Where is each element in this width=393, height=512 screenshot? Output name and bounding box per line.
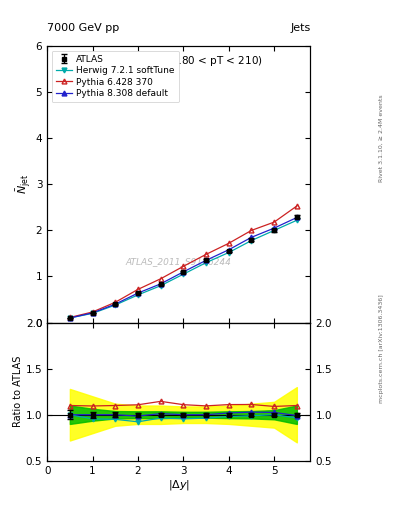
Herwig 7.2.1 softTune (158, 283, 163, 289)
Pythia 8.308 default (181, 269, 186, 275)
Pythia 6.428 370 (181, 263, 186, 269)
Herwig 7.2.1 softTune (226, 249, 231, 255)
Herwig 7.2.1 softTune (294, 217, 299, 223)
Pythia 6.428 370 (68, 314, 72, 321)
Text: Rivet 3.1.10, ≥ 2.4M events: Rivet 3.1.10, ≥ 2.4M events (379, 94, 384, 182)
Pythia 6.428 370 (136, 286, 140, 292)
Herwig 7.2.1 softTune (113, 302, 118, 308)
Herwig 7.2.1 softTune (181, 271, 186, 278)
Pythia 8.308 default (68, 315, 72, 321)
X-axis label: $|\Delta y|$: $|\Delta y|$ (168, 478, 190, 493)
Pythia 8.308 default (113, 301, 118, 307)
Text: Jets: Jets (290, 23, 310, 33)
Herwig 7.2.1 softTune (136, 292, 140, 298)
Pythia 6.428 370 (226, 240, 231, 246)
Pythia 6.428 370 (90, 309, 95, 315)
Herwig 7.2.1 softTune (68, 315, 72, 321)
Herwig 7.2.1 softTune (272, 227, 277, 233)
Pythia 8.308 default (294, 215, 299, 221)
Pythia 8.308 default (249, 234, 254, 241)
Text: $N_\mathrm{jet}$ vs $\Delta y$ (FB) (180 < pT < 210): $N_\mathrm{jet}$ vs $\Delta y$ (FB) (180… (94, 54, 263, 69)
Line: Herwig 7.2.1 softTune: Herwig 7.2.1 softTune (68, 218, 299, 321)
Herwig 7.2.1 softTune (90, 310, 95, 316)
Y-axis label: Ratio to ATLAS: Ratio to ATLAS (13, 356, 23, 428)
Text: ATLAS_2011_S9126244: ATLAS_2011_S9126244 (126, 257, 232, 266)
Pythia 6.428 370 (272, 219, 277, 225)
Herwig 7.2.1 softTune (249, 238, 254, 244)
Pythia 8.308 default (90, 310, 95, 316)
Y-axis label: $\bar{N}_\mathrm{jet}$: $\bar{N}_\mathrm{jet}$ (14, 174, 33, 195)
Pythia 8.308 default (226, 247, 231, 253)
Pythia 6.428 370 (158, 275, 163, 282)
Pythia 8.308 default (136, 290, 140, 296)
Legend: ATLAS, Herwig 7.2.1 softTune, Pythia 6.428 370, Pythia 8.308 default: ATLAS, Herwig 7.2.1 softTune, Pythia 6.4… (51, 51, 179, 102)
Pythia 6.428 370 (294, 203, 299, 209)
Text: mcplots.cern.ch [arXiv:1306.3436]: mcplots.cern.ch [arXiv:1306.3436] (379, 294, 384, 402)
Pythia 8.308 default (158, 281, 163, 287)
Pythia 8.308 default (272, 225, 277, 231)
Pythia 6.428 370 (204, 251, 208, 258)
Text: 7000 GeV pp: 7000 GeV pp (47, 23, 119, 33)
Herwig 7.2.1 softTune (204, 260, 208, 266)
Pythia 6.428 370 (249, 227, 254, 233)
Line: Pythia 8.308 default: Pythia 8.308 default (68, 215, 299, 321)
Pythia 8.308 default (204, 257, 208, 263)
Pythia 6.428 370 (113, 299, 118, 305)
Line: Pythia 6.428 370: Pythia 6.428 370 (68, 204, 299, 320)
